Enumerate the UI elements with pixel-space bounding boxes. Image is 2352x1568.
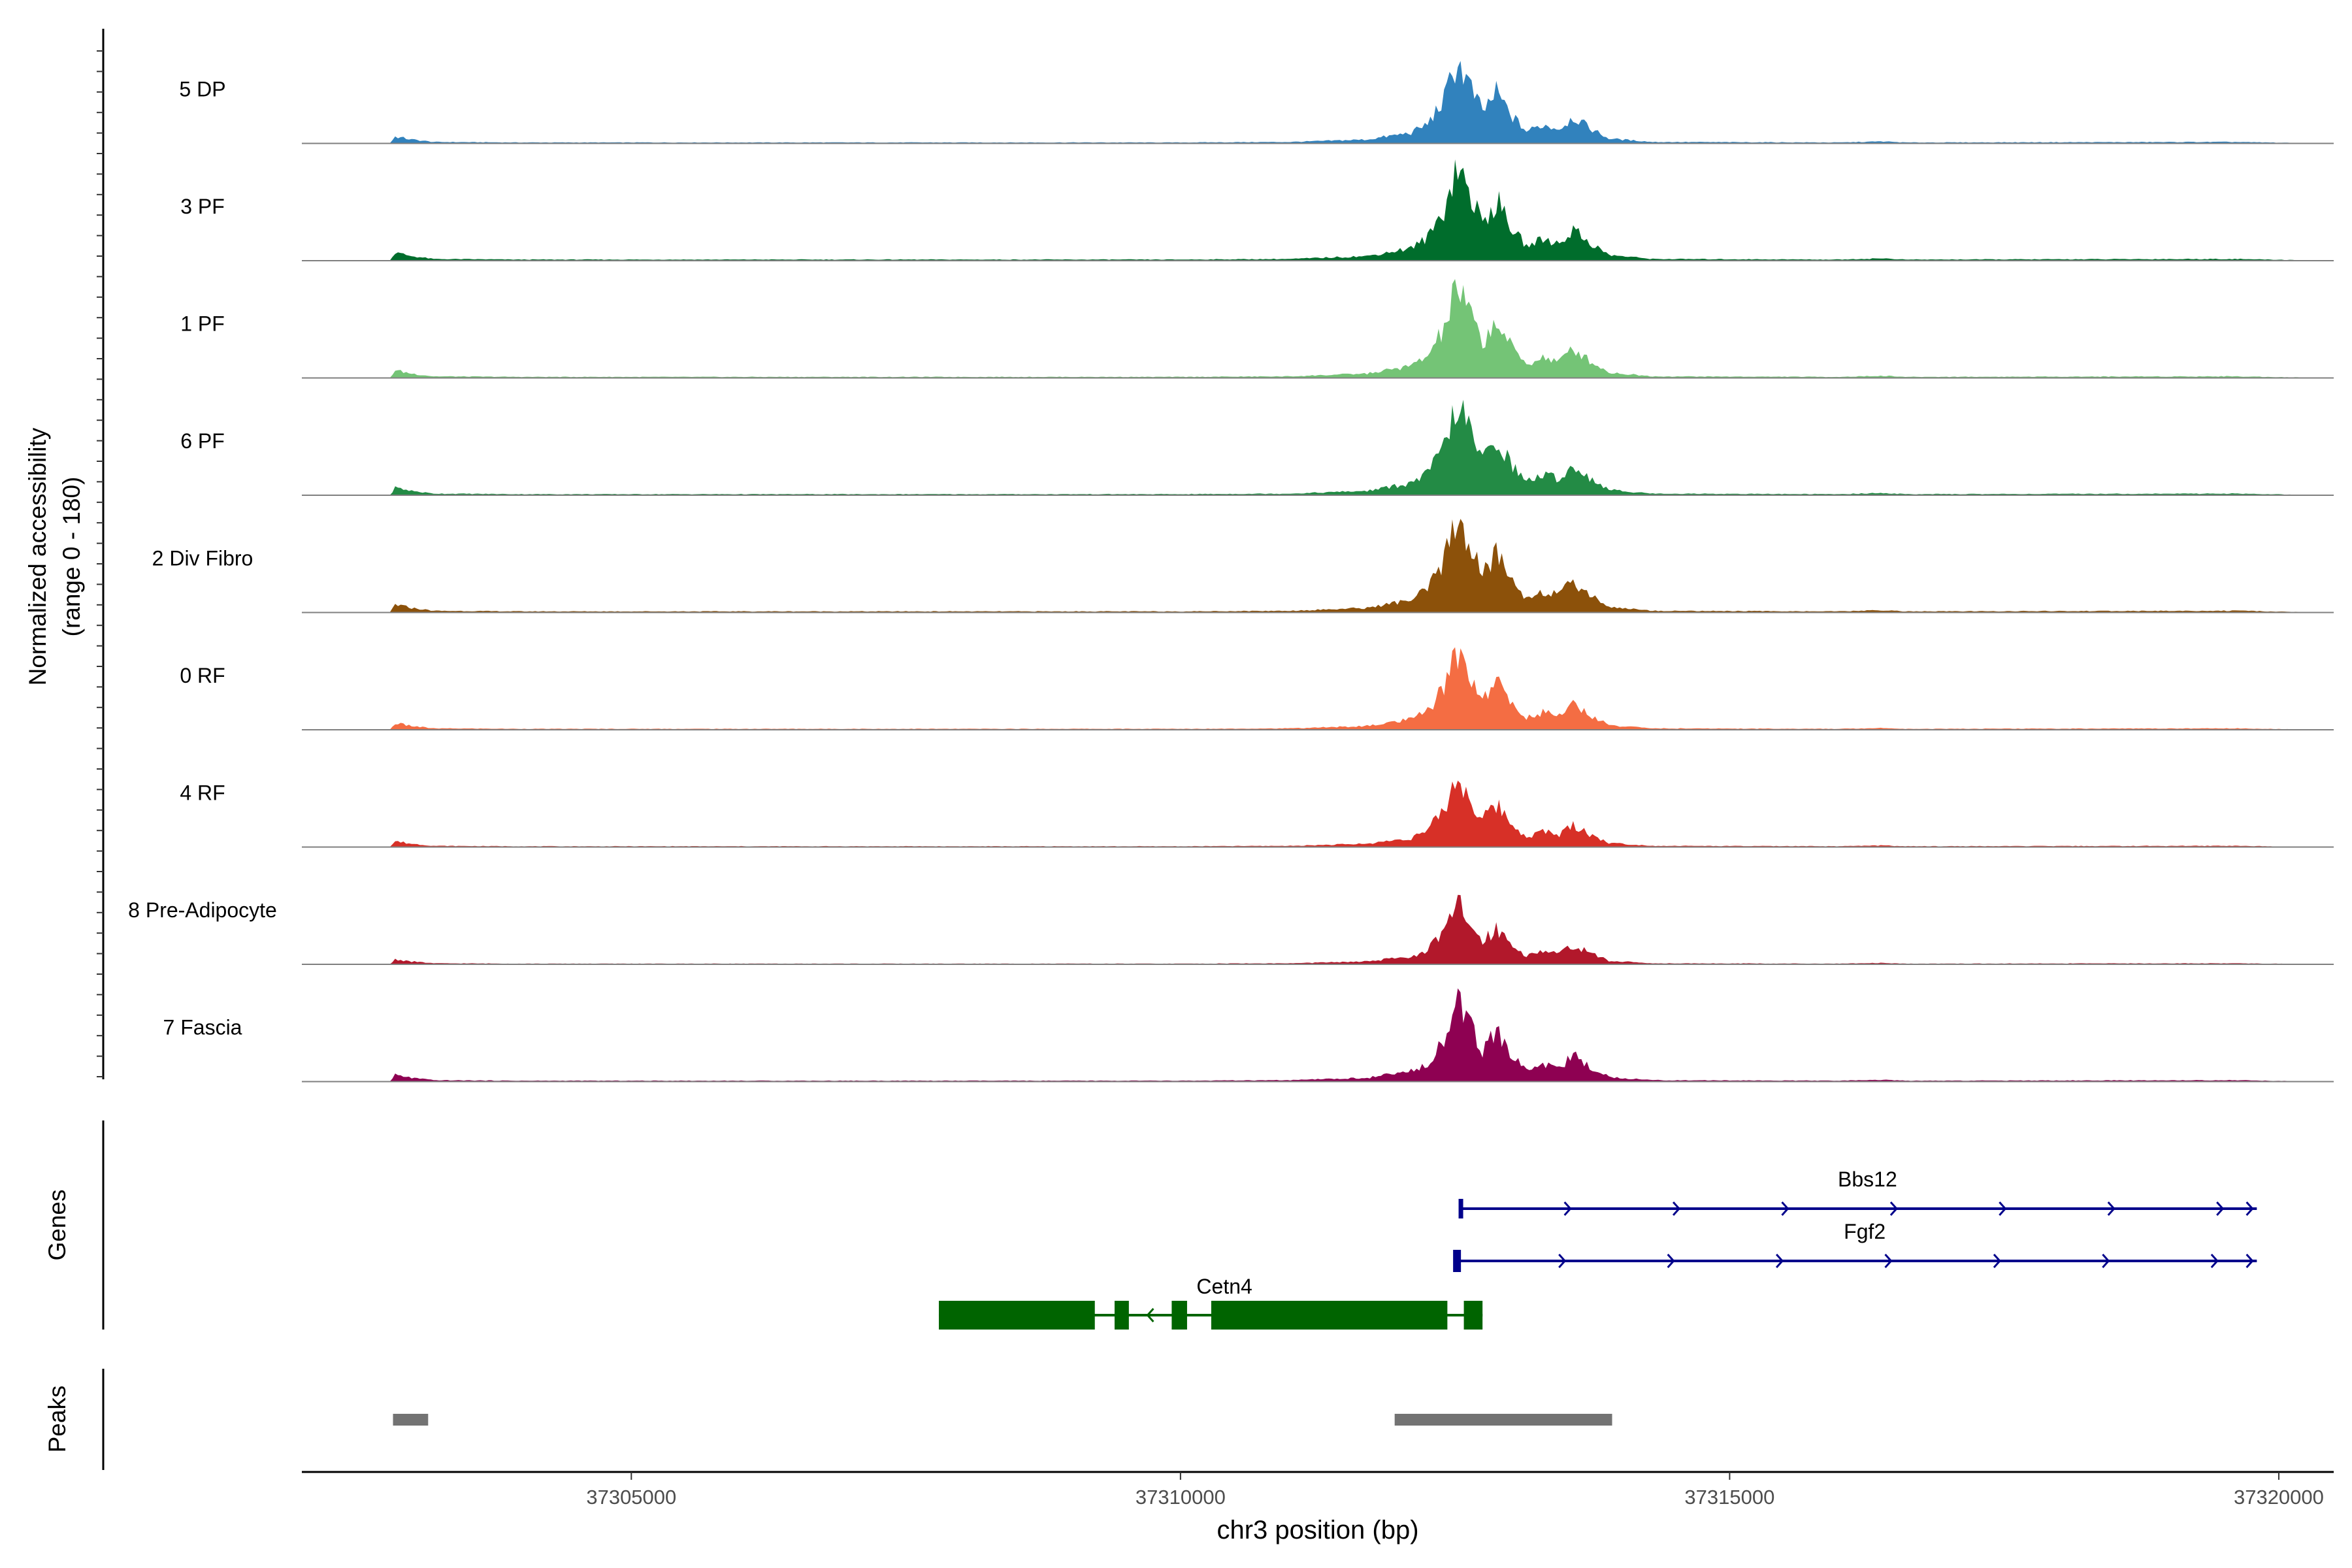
strand-arrow <box>2246 1201 2254 1217</box>
peak-track: Peaks <box>44 1369 1612 1470</box>
gene-exon <box>1211 1301 1448 1330</box>
x-tick-label: 37310000 <box>1135 1486 1226 1509</box>
track-label-2-div-fibro: 2 Div Fibro <box>152 547 253 570</box>
genes-axis-label: Genes <box>44 1189 71 1260</box>
accessibility-tracks: 5 DP 3 PF 1 PF 6 PF 2 Div Fibro 0 RF 4 RF 8 Pre… <box>128 61 2334 1083</box>
x-axis-title: chr3 position (bp) <box>1217 1516 1418 1544</box>
coverage-area-7-fascia <box>302 988 2334 1082</box>
strand-arrow <box>2102 1253 2110 1269</box>
x-tick-label: 37315000 <box>1684 1486 1774 1509</box>
peak-region <box>1394 1414 1612 1426</box>
track-4-rf: 4 RF <box>180 780 2334 848</box>
strand-arrow <box>2246 1253 2254 1269</box>
strand-arrow <box>1563 1201 1572 1217</box>
coverage-area-3-pf <box>302 159 2334 261</box>
track-2-div-fibro: 2 Div Fibro <box>152 519 2334 613</box>
y-axis-range-label: (range 0 - 180) <box>58 477 85 637</box>
gene-start-mark <box>1458 1199 1463 1218</box>
strand-arrow <box>1884 1253 1893 1269</box>
gene-cetn4: Cetn4 <box>939 1275 1483 1330</box>
gene-exon <box>939 1301 1095 1330</box>
strand-arrow <box>1667 1253 1675 1269</box>
strand-arrow <box>1781 1201 1789 1217</box>
peaks-axis-label: Peaks <box>44 1386 71 1453</box>
strand-arrow <box>1999 1201 2007 1217</box>
x-tick-label: 37305000 <box>586 1486 676 1509</box>
track-6-pf: 6 PF <box>180 399 2334 496</box>
strand-arrow <box>2210 1253 2219 1269</box>
gene-start-mark <box>1453 1250 1462 1272</box>
track-label-3-pf: 3 PF <box>180 195 225 218</box>
accessibility-y-axis: Normalized accessibility (range 0 - 180) <box>24 29 105 1079</box>
strand-arrow <box>2107 1201 2115 1217</box>
coverage-area-8-pre-adipocyte <box>302 894 2334 964</box>
strand-arrow <box>1889 1201 1898 1217</box>
coverage-area-6-pf <box>302 399 2334 495</box>
strand-arrow <box>1146 1307 1154 1323</box>
coverage-area-5-dp <box>302 61 2334 144</box>
coverage-area-2-div-fibro <box>302 519 2334 613</box>
gene-label-bbs12: Bbs12 <box>1838 1168 1897 1191</box>
track-8-pre-adipocyte: 8 Pre-Adipocyte <box>128 894 2334 965</box>
coverage-area-1-pf <box>302 279 2334 378</box>
track-label-6-pf: 6 PF <box>180 429 225 453</box>
gene-label-cetn4: Cetn4 <box>1196 1275 1252 1298</box>
peak-region <box>393 1414 429 1426</box>
coverage-area-4-rf <box>302 780 2334 847</box>
track-3-pf: 3 PF <box>180 159 2334 261</box>
strand-arrow <box>1558 1253 1567 1269</box>
coverage-area-0-rf <box>302 647 2334 730</box>
gene-track: Genes Bbs12 Fgf2 Cetn4 <box>44 1120 2257 1330</box>
track-label-1-pf: 1 PF <box>180 312 225 336</box>
track-label-0-rf: 0 RF <box>180 664 225 687</box>
gene-exon <box>1463 1301 1483 1330</box>
track-5-dp: 5 DP <box>179 61 2334 144</box>
track-1-pf: 1 PF <box>180 279 2334 379</box>
track-label-7-fascia: 7 Fascia <box>163 1016 242 1039</box>
strand-arrow <box>2216 1201 2225 1217</box>
track-0-rf: 0 RF <box>180 647 2334 730</box>
y-axis-title: Normalized accessibility <box>24 427 51 685</box>
gene-fgf2: Fgf2 <box>1453 1220 2257 1272</box>
gene-bbs12: Bbs12 <box>1458 1168 2257 1218</box>
x-tick-label: 37320000 <box>2234 1486 2324 1509</box>
track-7-fascia: 7 Fascia <box>163 988 2334 1083</box>
x-axis: chr3 position (bp) 37305000 37310000 37315… <box>302 1471 2334 1544</box>
gene-exon <box>1115 1301 1129 1330</box>
strand-arrow <box>1775 1253 1784 1269</box>
gene-label-fgf2: Fgf2 <box>1844 1220 1886 1243</box>
strand-arrow <box>1993 1253 2001 1269</box>
gene-exon <box>1171 1301 1187 1330</box>
strand-arrow <box>1672 1201 1681 1217</box>
track-label-5-dp: 5 DP <box>179 78 225 101</box>
track-label-4-rf: 4 RF <box>180 781 225 805</box>
track-label-8-pre-adipocyte: 8 Pre-Adipocyte <box>128 898 277 922</box>
